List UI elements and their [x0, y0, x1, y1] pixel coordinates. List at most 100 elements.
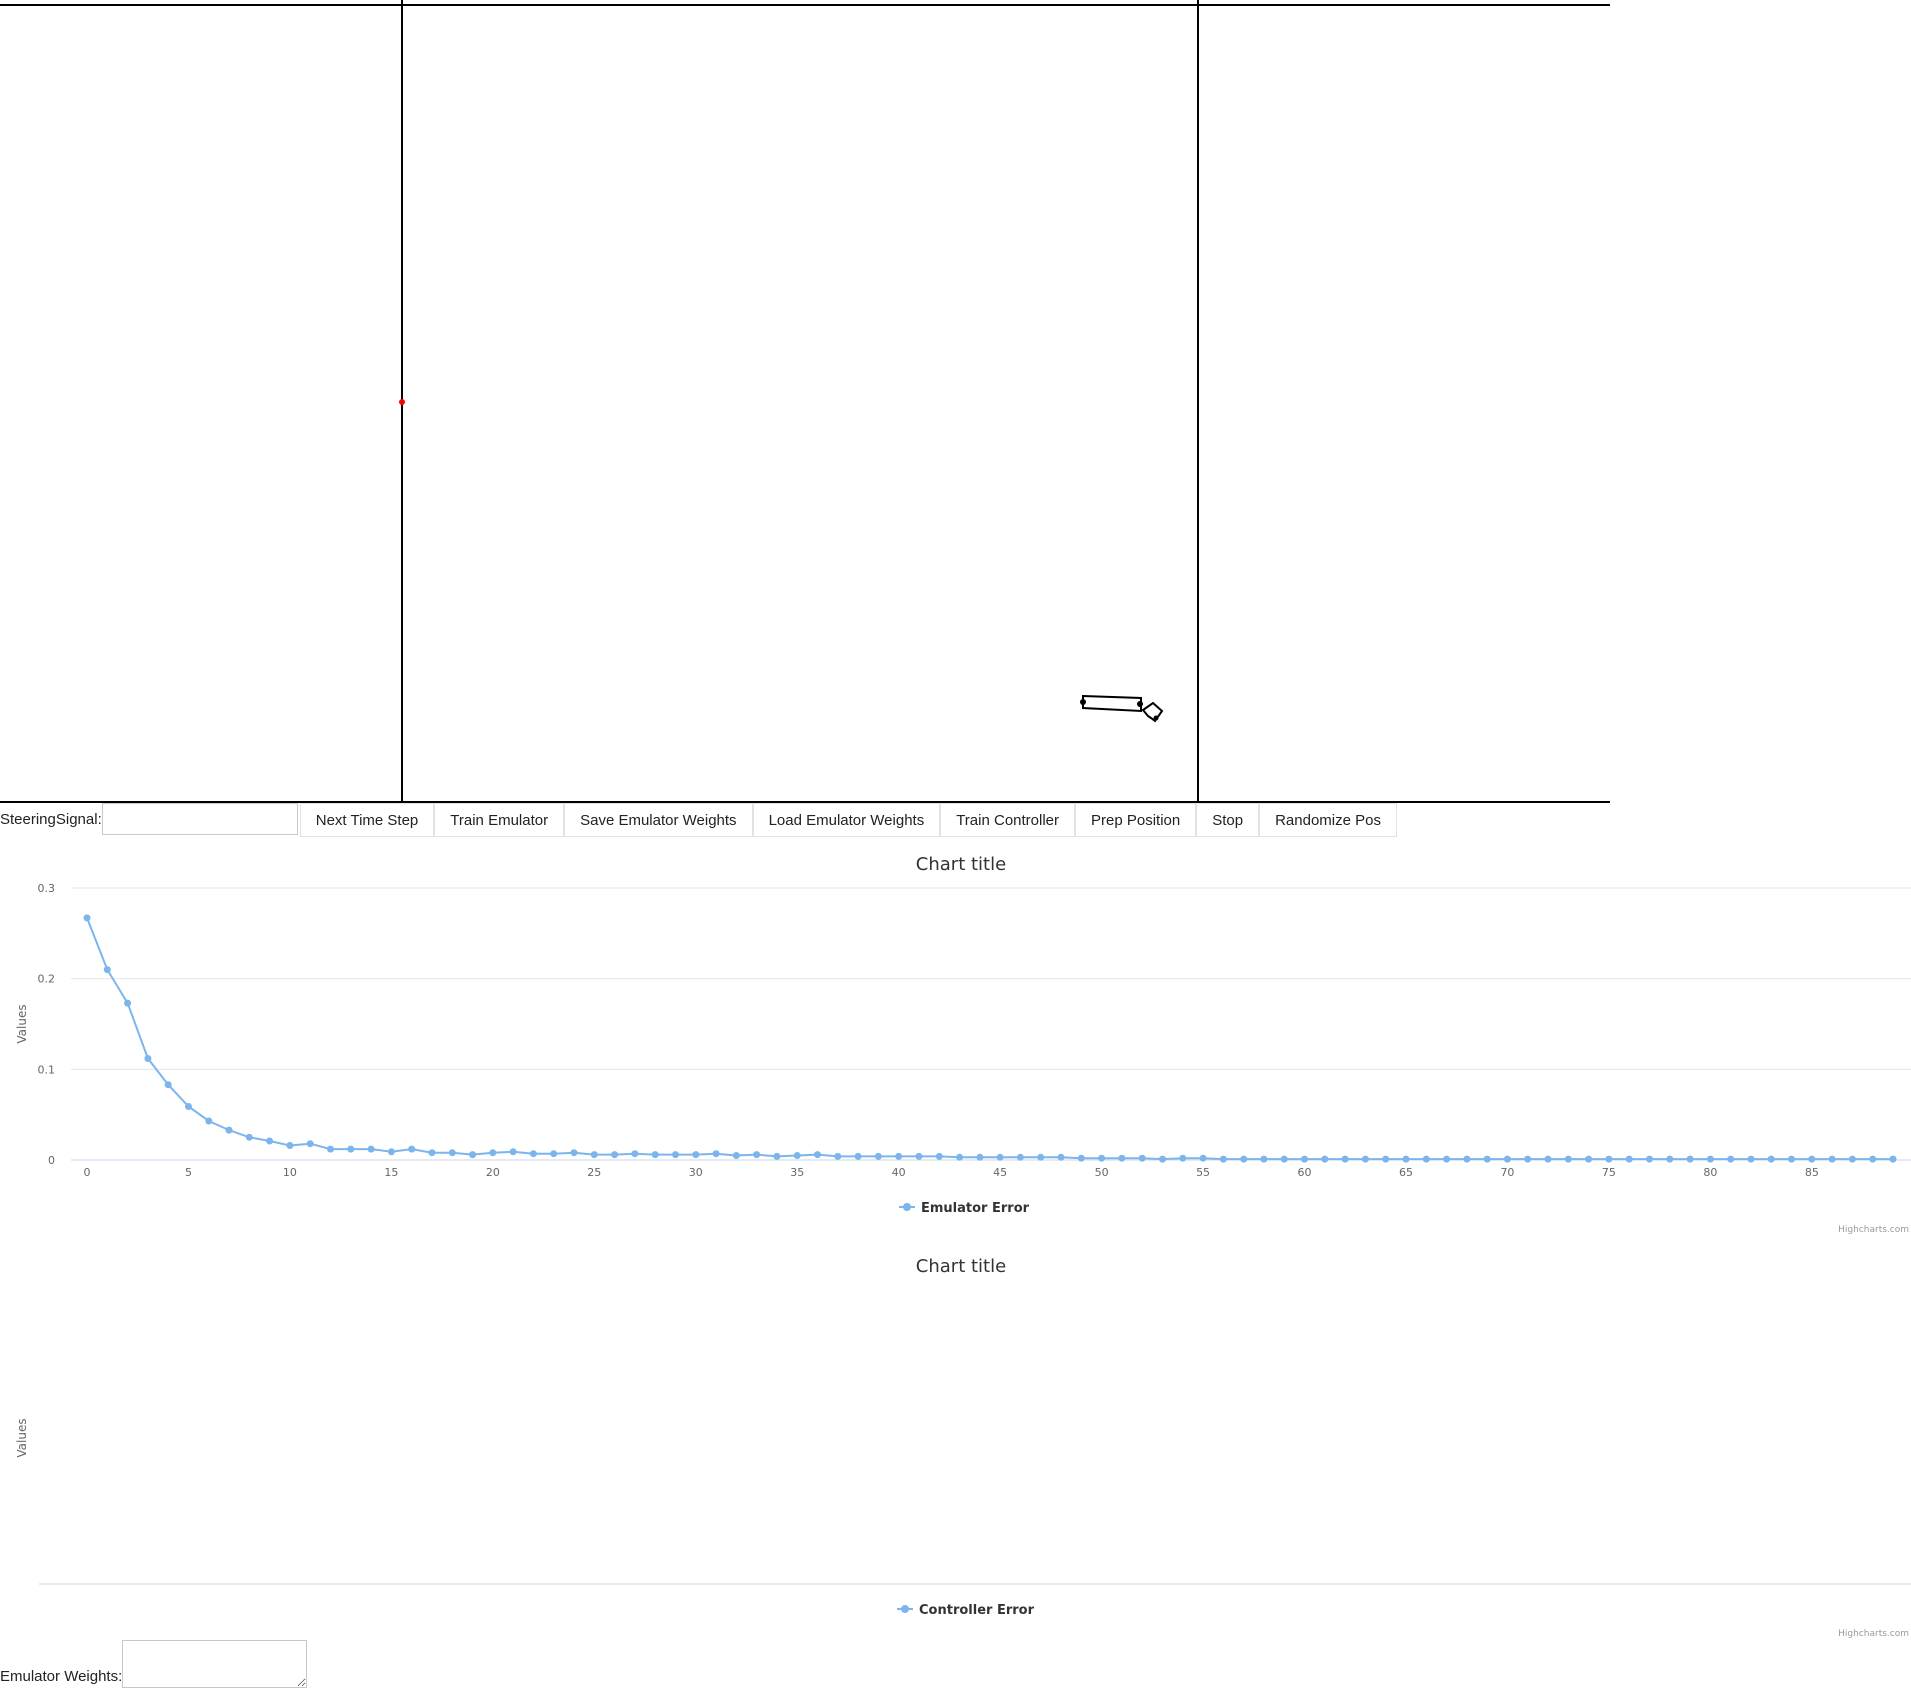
- data-point[interactable]: [976, 1153, 984, 1161]
- data-point[interactable]: [1138, 1154, 1146, 1162]
- data-point[interactable]: [387, 1148, 395, 1156]
- simulation-canvas[interactable]: [0, 0, 1610, 803]
- data-point[interactable]: [347, 1145, 355, 1153]
- data-point[interactable]: [753, 1151, 761, 1159]
- data-point[interactable]: [1240, 1155, 1248, 1163]
- data-point[interactable]: [1686, 1155, 1694, 1163]
- data-point[interactable]: [489, 1149, 497, 1157]
- data-point[interactable]: [793, 1152, 801, 1159]
- data-point[interactable]: [1361, 1155, 1369, 1163]
- data-point[interactable]: [1301, 1155, 1308, 1163]
- data-point[interactable]: [895, 1152, 903, 1160]
- data-point[interactable]: [1422, 1155, 1430, 1163]
- data-point[interactable]: [1646, 1155, 1653, 1163]
- data-point[interactable]: [1016, 1153, 1024, 1161]
- data-point[interactable]: [306, 1140, 314, 1148]
- legend-item-emulator-error[interactable]: Emulator Error: [921, 1201, 1030, 1216]
- data-point[interactable]: [1483, 1155, 1491, 1163]
- data-point[interactable]: [124, 999, 132, 1007]
- data-point[interactable]: [266, 1137, 274, 1145]
- data-point[interactable]: [1767, 1155, 1775, 1163]
- data-point[interactable]: [225, 1126, 233, 1134]
- highcharts-credits[interactable]: Highcharts.com: [1838, 1225, 1909, 1235]
- data-point[interactable]: [1159, 1155, 1166, 1163]
- data-point[interactable]: [83, 914, 91, 922]
- data-point[interactable]: [1057, 1153, 1065, 1161]
- data-point[interactable]: [672, 1151, 679, 1159]
- data-point[interactable]: [692, 1151, 700, 1159]
- data-point[interactable]: [1605, 1155, 1613, 1163]
- data-point[interactable]: [1260, 1155, 1268, 1163]
- data-point[interactable]: [1564, 1155, 1572, 1163]
- data-point[interactable]: [144, 1055, 152, 1062]
- data-point[interactable]: [428, 1149, 436, 1157]
- data-point[interactable]: [1788, 1155, 1795, 1163]
- data-point[interactable]: [1625, 1155, 1633, 1163]
- data-point[interactable]: [956, 1153, 964, 1161]
- data-point[interactable]: [529, 1150, 537, 1158]
- data-point[interactable]: [245, 1133, 253, 1141]
- data-point[interactable]: [1808, 1155, 1816, 1163]
- data-point[interactable]: [1402, 1155, 1410, 1163]
- data-point[interactable]: [185, 1103, 192, 1110]
- data-point[interactable]: [1077, 1154, 1085, 1162]
- data-point[interactable]: [1503, 1155, 1511, 1163]
- data-point[interactable]: [773, 1152, 781, 1160]
- data-point[interactable]: [469, 1151, 477, 1159]
- data-point[interactable]: [1706, 1155, 1714, 1163]
- data-point[interactable]: [1199, 1154, 1207, 1162]
- data-point[interactable]: [1219, 1155, 1227, 1163]
- emulator-weights-textarea[interactable]: [122, 1640, 308, 1688]
- data-point[interactable]: [611, 1151, 619, 1159]
- data-point[interactable]: [590, 1151, 598, 1159]
- legend[interactable]: Emulator Error: [899, 1201, 1030, 1216]
- data-point[interactable]: [1848, 1155, 1856, 1163]
- data-point[interactable]: [509, 1148, 517, 1156]
- data-point[interactable]: [1037, 1153, 1045, 1161]
- data-point[interactable]: [550, 1150, 558, 1158]
- data-point[interactable]: [1118, 1154, 1126, 1162]
- save-emulator-weights-button[interactable]: Save Emulator Weights: [564, 803, 753, 837]
- data-point[interactable]: [834, 1152, 842, 1160]
- data-point[interactable]: [1382, 1155, 1390, 1163]
- steering-signal-input[interactable]: [101, 803, 298, 835]
- data-point[interactable]: [935, 1152, 943, 1160]
- data-point[interactable]: [1889, 1155, 1897, 1163]
- load-emulator-weights-button[interactable]: Load Emulator Weights: [752, 803, 941, 837]
- data-point[interactable]: [1098, 1154, 1106, 1162]
- data-point[interactable]: [1727, 1155, 1735, 1163]
- data-point[interactable]: [448, 1149, 456, 1157]
- data-point[interactable]: [205, 1117, 213, 1125]
- data-point[interactable]: [1321, 1155, 1329, 1163]
- data-point[interactable]: [286, 1142, 294, 1149]
- data-point[interactable]: [874, 1152, 882, 1160]
- data-point[interactable]: [1869, 1155, 1877, 1163]
- stop-button[interactable]: Stop: [1196, 803, 1260, 837]
- data-point[interactable]: [1524, 1155, 1532, 1163]
- data-point[interactable]: [1341, 1155, 1349, 1163]
- data-point[interactable]: [1585, 1155, 1593, 1163]
- data-point[interactable]: [1443, 1155, 1451, 1163]
- legend-item-controller-error[interactable]: Controller Error: [919, 1603, 1035, 1618]
- data-point[interactable]: [814, 1151, 821, 1159]
- data-point[interactable]: [631, 1150, 639, 1158]
- data-point[interactable]: [712, 1150, 720, 1158]
- data-point[interactable]: [732, 1152, 740, 1159]
- prep-position-button[interactable]: Prep Position: [1075, 803, 1197, 837]
- data-point[interactable]: [1828, 1155, 1836, 1163]
- data-point[interactable]: [1544, 1155, 1552, 1163]
- data-point[interactable]: [367, 1145, 375, 1153]
- data-point[interactable]: [570, 1149, 578, 1157]
- train-emulator-button[interactable]: Train Emulator: [434, 803, 565, 837]
- data-point[interactable]: [1179, 1154, 1187, 1162]
- legend[interactable]: Controller Error: [897, 1603, 1035, 1618]
- data-point[interactable]: [327, 1145, 334, 1153]
- highcharts-credits[interactable]: Highcharts.com: [1838, 1629, 1909, 1639]
- train-controller-button[interactable]: Train Controller: [940, 803, 1076, 837]
- data-point[interactable]: [164, 1081, 172, 1089]
- data-point[interactable]: [854, 1152, 862, 1160]
- data-point[interactable]: [103, 966, 111, 974]
- data-point[interactable]: [1666, 1155, 1674, 1163]
- data-point[interactable]: [651, 1151, 659, 1159]
- data-point[interactable]: [996, 1153, 1004, 1161]
